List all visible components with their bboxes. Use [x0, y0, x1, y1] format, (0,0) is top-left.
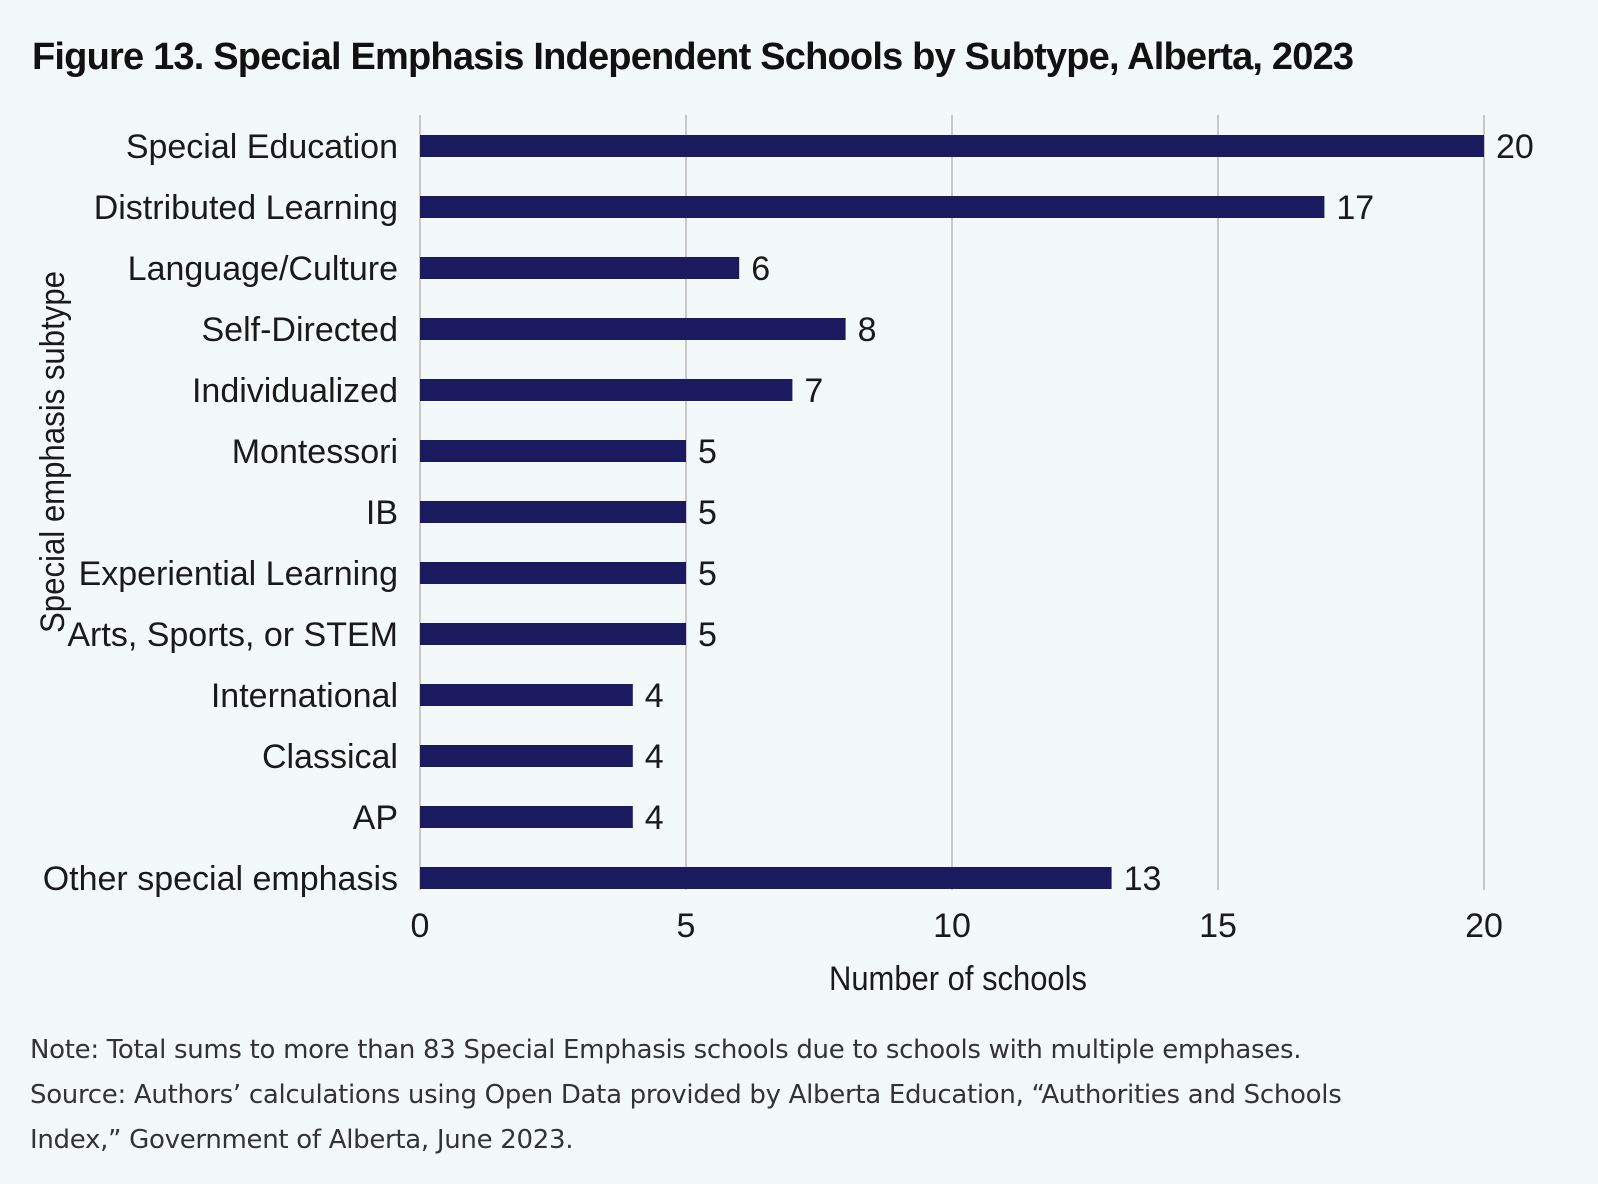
data-label: 5 — [698, 555, 717, 593]
category-label: IB — [366, 494, 398, 532]
category-labels: Special Education Distributed Learning Lan… — [43, 128, 398, 898]
x-tick-labels: 0 5 10 15 20 — [411, 907, 1503, 945]
y-axis-title: Special emphasis subtype — [34, 271, 72, 633]
category-label: Other special emphasis — [43, 860, 398, 898]
bar — [420, 379, 793, 401]
bar — [420, 196, 1325, 218]
category-label: Individualized — [192, 372, 398, 410]
category-label: Montessori — [232, 433, 398, 471]
data-label: 5 — [698, 433, 717, 471]
category-label: Experiential Learning — [79, 555, 398, 593]
bar — [420, 501, 686, 523]
x-tick-label: 10 — [933, 907, 971, 945]
data-label: 13 — [1124, 860, 1162, 898]
bars — [420, 135, 1484, 889]
source-line-1: Source: Authors’ calculations using Open… — [30, 1080, 1342, 1110]
x-tick-label: 20 — [1465, 907, 1503, 945]
x-axis-title: Number of schools — [829, 960, 1087, 998]
data-label: 4 — [645, 677, 664, 715]
figure-title: Figure 13. Special Emphasis Independent … — [32, 36, 1354, 78]
bar — [420, 257, 740, 279]
data-label: 4 — [645, 738, 664, 776]
data-label: 4 — [645, 799, 664, 837]
bar — [420, 318, 846, 340]
data-label: 7 — [804, 372, 823, 410]
category-label: Language/Culture — [128, 250, 398, 288]
x-tick-label: 5 — [677, 907, 696, 945]
data-label: 20 — [1496, 128, 1534, 166]
category-label: AP — [353, 799, 398, 837]
category-label: Special Education — [126, 128, 398, 166]
category-label: Distributed Learning — [94, 189, 398, 227]
bar — [420, 562, 686, 584]
bar-chart: Special Education Distributed Learning Lan… — [34, 115, 1534, 998]
bar — [420, 135, 1484, 157]
chart-note: Note: Total sums to more than 83 Special… — [30, 1035, 1302, 1065]
bar — [420, 745, 633, 767]
x-tick-label: 15 — [1199, 907, 1237, 945]
data-label: 5 — [698, 616, 717, 654]
bar — [420, 440, 686, 462]
category-label: Arts, Sports, or STEM — [67, 616, 398, 654]
source-line-2: Index,” Government of Alberta, June 2023… — [30, 1125, 574, 1155]
data-label: 17 — [1336, 189, 1374, 227]
bar — [420, 867, 1112, 889]
bar — [420, 684, 633, 706]
category-label: Self-Directed — [201, 311, 398, 349]
bar — [420, 623, 686, 645]
data-label: 8 — [858, 311, 877, 349]
category-label: Classical — [262, 738, 398, 776]
category-label: International — [211, 677, 398, 715]
x-tick-label: 0 — [411, 907, 430, 945]
data-label: 5 — [698, 494, 717, 532]
data-label: 6 — [751, 250, 770, 288]
bar — [420, 806, 633, 828]
